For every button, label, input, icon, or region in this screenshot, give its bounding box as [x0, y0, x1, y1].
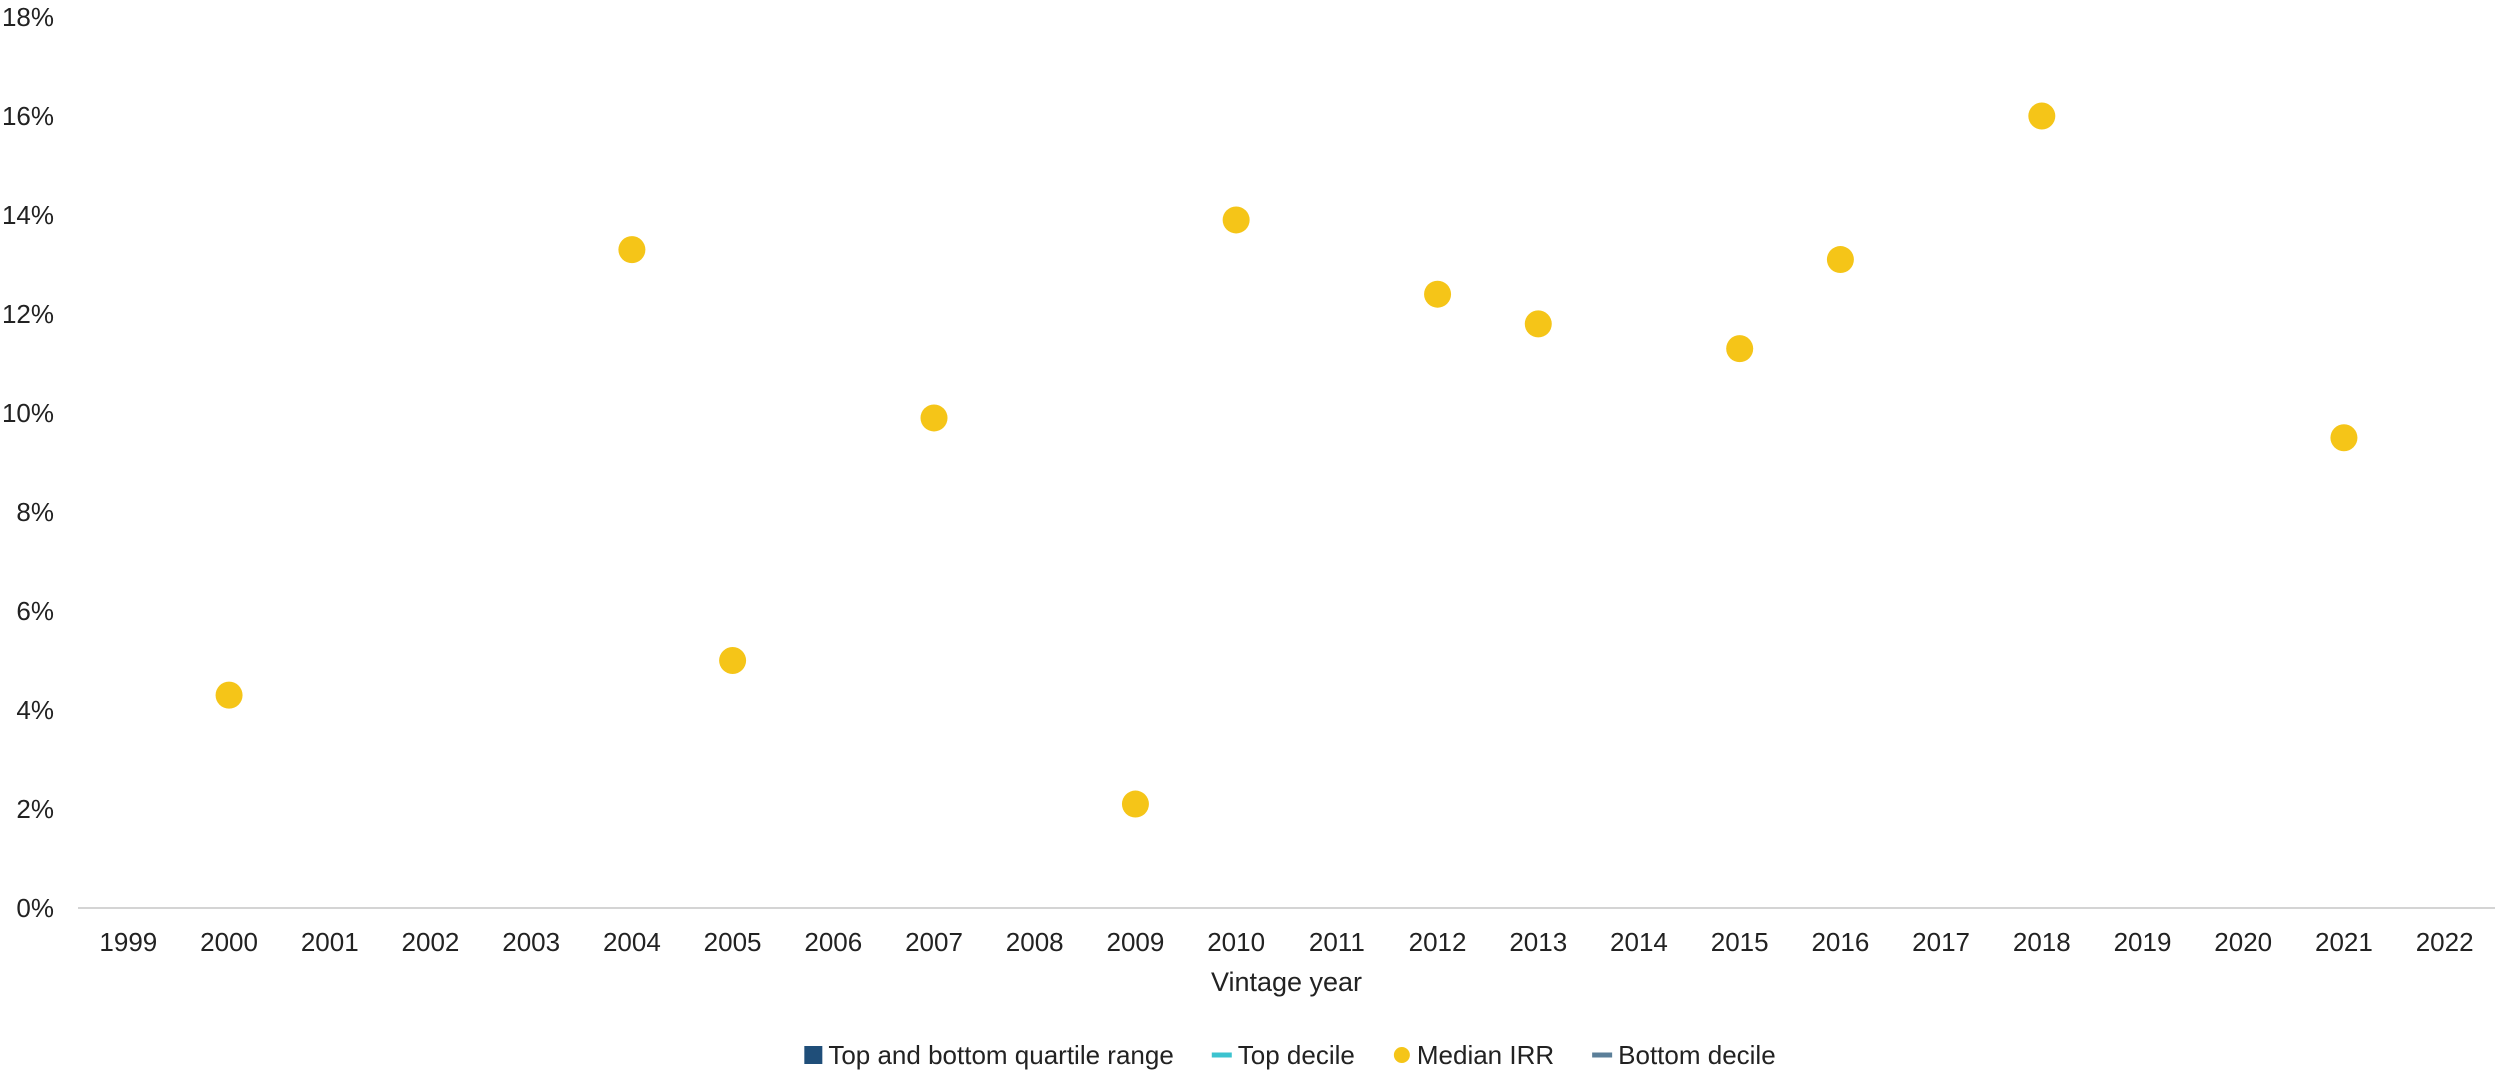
legend-item: Median IRR — [1393, 1040, 1554, 1070]
x-tick-label: 2010 — [1207, 927, 1265, 957]
median-irr-point — [215, 681, 243, 709]
legend: Top and bottom quartile range Top decile M… — [804, 1040, 1776, 1070]
x-tick-label: 2012 — [1409, 927, 1467, 957]
x-tick-label: 2004 — [603, 927, 661, 957]
x-tick-label: 2018 — [2013, 927, 2071, 957]
legend-item: Top decile — [1211, 1040, 1355, 1070]
legend-item: Top and bottom quartile range — [804, 1040, 1174, 1070]
median-irr-point — [920, 404, 948, 432]
median-irr-point — [1726, 335, 1754, 363]
x-tick-label: 2022 — [2416, 927, 2474, 957]
x-axis-title: Vintage year — [1211, 967, 1362, 997]
x-tick-label: 2001 — [301, 927, 359, 957]
legend-circle-marker — [1393, 1047, 1410, 1063]
x-tick-label: 2016 — [1811, 927, 1869, 957]
x-tick-label: 2002 — [402, 927, 460, 957]
y-tick-label: 8% — [16, 497, 54, 527]
y-tick-label: 10% — [2, 398, 54, 428]
x-tick-label: 2014 — [1610, 927, 1668, 957]
x-tick-label: 2017 — [1912, 927, 1970, 957]
median-irr-point — [1424, 280, 1452, 308]
x-tick-label: 2009 — [1107, 927, 1165, 957]
x-axis-ticks: 1999 2000 2001 2002 2003 2004 2005 2006 2007 2008… — [99, 927, 2473, 957]
y-tick-label: 6% — [16, 596, 54, 626]
legend-square-marker — [804, 1046, 823, 1064]
median-irr-point — [1826, 246, 1854, 274]
x-tick-label: 2007 — [905, 927, 963, 957]
legend-label: Median IRR — [1417, 1040, 1554, 1070]
median-irr-point — [719, 647, 747, 674]
x-tick-label: 2003 — [502, 927, 560, 957]
x-tick-label: 2011 — [1309, 927, 1365, 957]
median-irr-point — [618, 236, 646, 264]
median-irr-points — [215, 102, 2358, 818]
x-tick-label: 2005 — [704, 927, 762, 957]
x-tick-label: 2021 — [2315, 927, 2373, 957]
x-tick-label: 2008 — [1006, 927, 1064, 957]
y-tick-label: 16% — [2, 101, 54, 131]
y-tick-label: 2% — [16, 794, 54, 824]
x-tick-label: 1999 — [99, 927, 157, 957]
x-tick-label: 2015 — [1711, 927, 1769, 957]
median-irr-point — [1121, 790, 1149, 818]
x-tick-label: 2006 — [804, 927, 862, 957]
y-tick-label: 18% — [2, 2, 54, 32]
y-tick-label: 0% — [16, 893, 54, 923]
legend-label: Top decile — [1238, 1040, 1355, 1070]
legend-label: Top and bottom quartile range — [828, 1040, 1173, 1070]
legend-label: Bottom decile — [1618, 1040, 1776, 1070]
median-irr-point — [1222, 206, 1250, 234]
legend-item: Bottom decile — [1592, 1040, 1776, 1070]
median-irr-point — [1524, 310, 1552, 338]
y-tick-label: 12% — [2, 299, 54, 329]
y-tick-label: 4% — [16, 695, 54, 725]
y-axis-ticks: 0% 2% 4% 6% 8% 10% 12% 14% 16% 18% — [2, 2, 54, 923]
median-irr-point — [2028, 102, 2056, 130]
x-tick-label: 2020 — [2214, 927, 2272, 957]
x-tick-label: 2019 — [2114, 927, 2172, 957]
x-tick-label: 2013 — [1509, 927, 1567, 957]
y-tick-label: 14% — [2, 200, 54, 230]
x-tick-label: 2000 — [200, 927, 258, 957]
median-irr-point — [2330, 424, 2358, 452]
